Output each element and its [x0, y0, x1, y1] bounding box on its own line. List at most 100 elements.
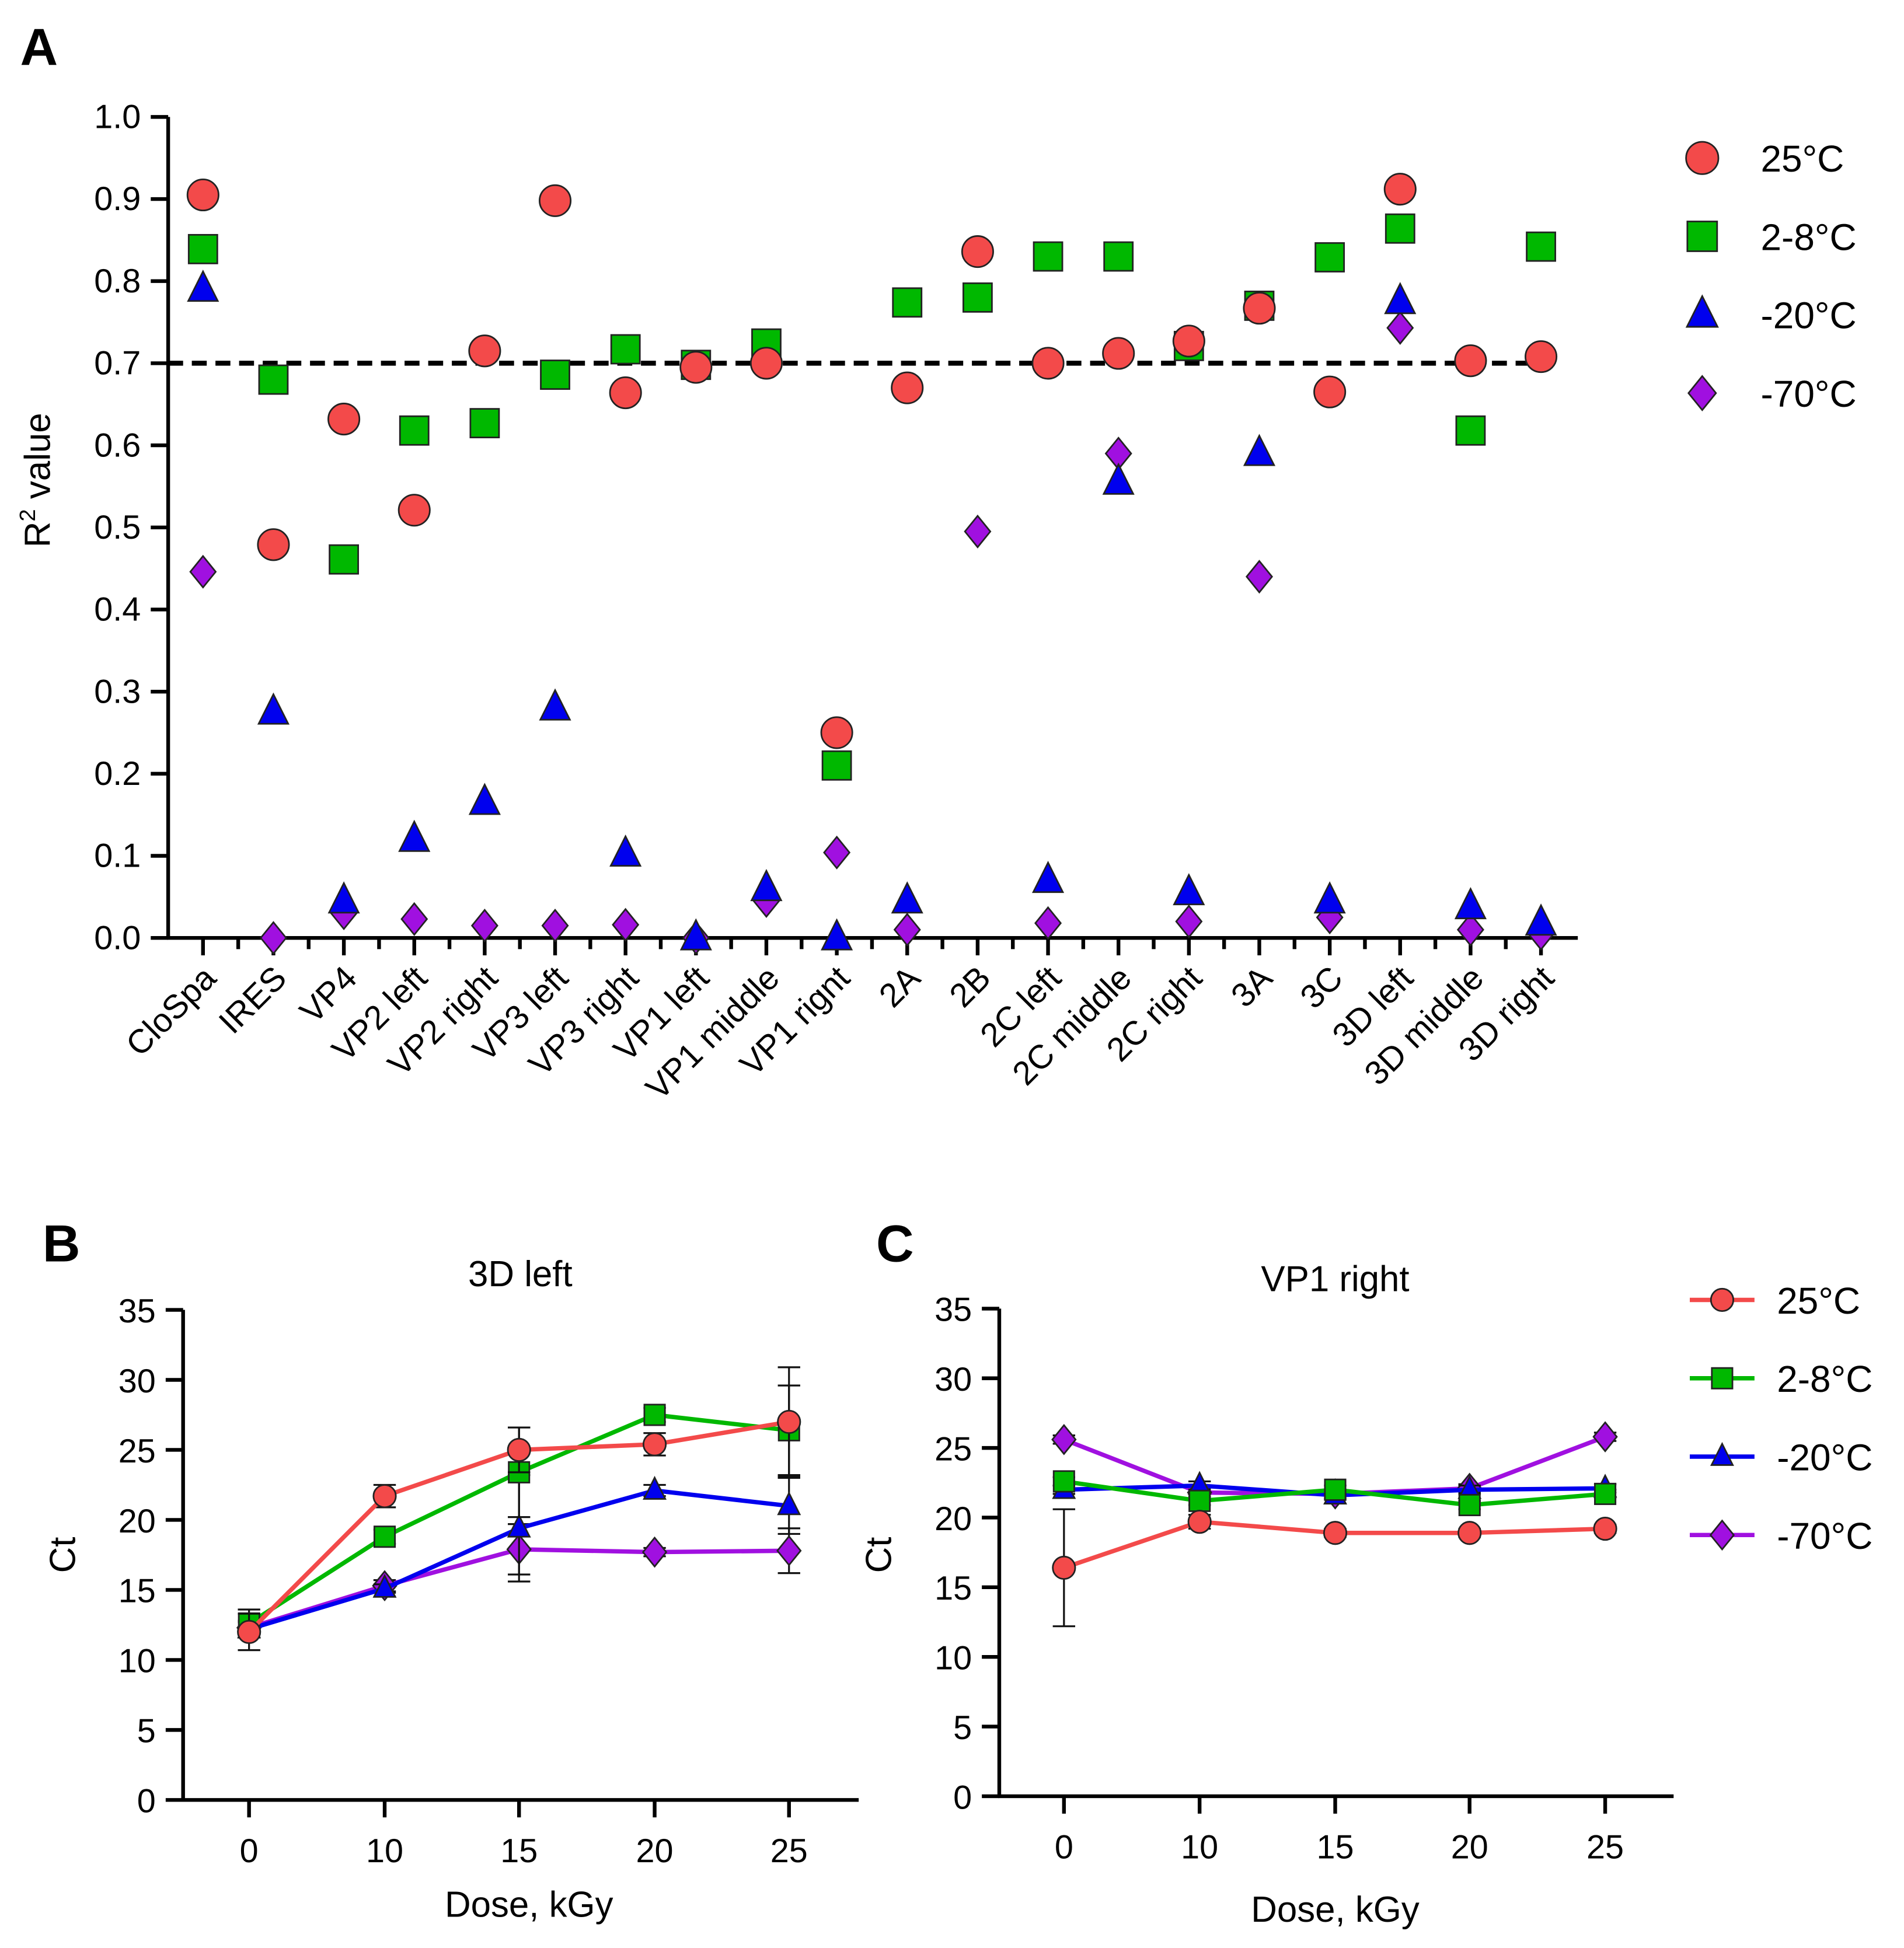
point--20C-dose-25 [777, 1491, 801, 1516]
point-25C-dose-10 [1187, 1510, 1212, 1534]
y-tick-label: 0.4 [94, 591, 141, 629]
y-tick-label: 20 [118, 1503, 156, 1540]
point--20C-vp3-right [609, 834, 642, 867]
point--20C-clospa [187, 270, 219, 302]
point-25C-vp1-middle [749, 347, 783, 380]
legend-label--20C: -20°C [1777, 1436, 1872, 1478]
point--20C-dose-15 [507, 1513, 531, 1538]
point-2-8C-vp2-left [399, 415, 430, 446]
chart-a-ylabel: R2 value [15, 413, 58, 547]
legend-label--70C: -70°C [1761, 373, 1857, 415]
point-25C-3d-middle [1454, 344, 1487, 378]
ylabel-rest: value [18, 413, 58, 509]
legend-label--20C: -20°C [1761, 295, 1857, 337]
y-tick-label: 20 [934, 1500, 972, 1538]
point--20C-dose-20 [643, 1475, 667, 1500]
point-25C-dose-0 [1052, 1555, 1076, 1580]
point-2-8C-3d-left [1385, 213, 1415, 244]
point-25C-vp2-right [468, 334, 501, 368]
point-25C-dose-20 [642, 1432, 667, 1457]
y-tick-label: 30 [118, 1363, 156, 1400]
y-tick-label: 0.6 [94, 427, 141, 464]
x-tick-label: 20 [636, 1832, 674, 1870]
x-tick-label: CloSpa [119, 959, 224, 1064]
y-tick-label: 15 [118, 1573, 156, 1610]
point--20C-3d-left [1384, 282, 1417, 315]
point--20C-ires [257, 692, 290, 725]
chart-c-title: VP1 right [1261, 1259, 1409, 1300]
point-25C-vp4 [327, 403, 361, 436]
y-tick-label: 25 [934, 1430, 972, 1468]
point-2-8C-vp1-rignt [821, 750, 852, 781]
point--70C-vp3-left [541, 909, 569, 943]
y-tick-label: 0.1 [94, 837, 141, 875]
x-tick-label: 15 [500, 1832, 538, 1870]
point-25C-3d-right [1525, 340, 1558, 373]
y-tick-label: 15 [934, 1570, 972, 1607]
point--20C-2c-left [1032, 860, 1065, 893]
point-25C-ires [257, 528, 290, 561]
y-tick-label: 35 [118, 1293, 156, 1330]
x-tick-label: 10 [366, 1832, 403, 1870]
point--20C-dose-10 [372, 1573, 397, 1598]
point-25C-dose-10 [372, 1484, 397, 1509]
point-25C-vp2-left [397, 494, 431, 527]
point-25C-dose-15 [1323, 1521, 1348, 1545]
point-25C-dose-0 [237, 1619, 261, 1644]
y-tick-label: 0 [137, 1783, 156, 1820]
point--20C-vp1-middle [750, 869, 783, 902]
x-tick-label: IRES [212, 959, 294, 1041]
point--20C-vp2-right [468, 783, 501, 815]
y-tick-label: 10 [934, 1640, 972, 1677]
panel-label-c: C [876, 1214, 914, 1272]
point-25C-3a [1243, 292, 1276, 325]
point-2-8C-dose-20 [643, 1404, 666, 1426]
legend-marker--20C [1710, 1441, 1734, 1466]
legend-marker-2-8C [1686, 221, 1718, 252]
legend-marker-25C [1710, 1287, 1734, 1312]
x-tick-label: 0 [1055, 1829, 1073, 1866]
y-tick-label: 0.5 [94, 509, 141, 546]
x-tick-label: 20 [1451, 1829, 1488, 1866]
y-tick-label: 0.3 [94, 673, 141, 710]
chart-a-r2-scatter: 0.0 0.1 0.2 0.3 0.4 0.5 0.6 0.7 0.8 0.9 1.0 CloSpaI… [94, 99, 1856, 1107]
chart-b-ylabel: Ct [43, 1537, 83, 1573]
y-tick-label: 0.9 [94, 180, 141, 218]
point-2-8C-2a [892, 287, 923, 318]
x-tick-label: 3A [1224, 959, 1279, 1014]
x-tick-label: 25 [1586, 1829, 1624, 1866]
point--20C-3d-right [1525, 903, 1557, 936]
point--70C-vp2-right [470, 909, 498, 943]
point-25C-vp3-left [539, 184, 572, 217]
point--70C-clospa [189, 554, 217, 589]
point-2-8C-vp2-right [469, 408, 500, 439]
point-2-8C-ires [258, 364, 289, 395]
point--70C-vp3-right [612, 907, 640, 942]
point-2-8C-2b [963, 282, 993, 313]
point--20C-vp1-left [679, 918, 712, 951]
legend-label--70C: -70°C [1777, 1515, 1872, 1557]
chart-b-title: 3D left [468, 1254, 573, 1294]
point--20C-vp4 [327, 881, 360, 914]
point-25C-vp1-left [679, 351, 713, 384]
point-2-8C-dose-10 [373, 1525, 396, 1548]
point--20C-vp1-rignt [821, 918, 853, 951]
y-tick-label: 0.2 [94, 755, 141, 793]
y-tick-label: 5 [137, 1713, 156, 1750]
point--70C-2b [964, 514, 992, 549]
legend-label-2-8C: 2-8°C [1777, 1358, 1872, 1400]
point-2-8C-3c [1314, 242, 1345, 273]
point-2-8C-dose-15 [1324, 1478, 1347, 1501]
point-25C-3c [1313, 375, 1347, 409]
point-2-8C-vp3-right [610, 334, 641, 365]
x-tick-label: 0 [240, 1832, 259, 1870]
point-2-8C-dose-0 [1052, 1470, 1075, 1493]
legend-marker--70C [1709, 1519, 1735, 1551]
chart-b-xlabel: Dose, kGy [445, 1885, 613, 1925]
point-25C-2b [961, 235, 994, 268]
point--70C-dose-25 [776, 1535, 802, 1567]
point--70C-vp2-left [400, 902, 428, 936]
x-tick-label: 2A [872, 959, 927, 1014]
point-2-8C-2c-left [1033, 241, 1063, 272]
legend-marker--20C [1685, 294, 1719, 328]
